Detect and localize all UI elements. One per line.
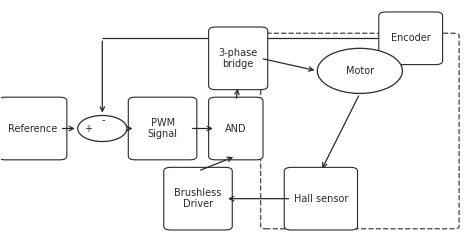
FancyBboxPatch shape <box>379 12 443 65</box>
FancyBboxPatch shape <box>164 167 232 230</box>
Text: AND: AND <box>225 123 246 134</box>
Text: +: + <box>83 123 91 134</box>
Circle shape <box>78 115 127 142</box>
Text: Brushless
Driver: Brushless Driver <box>174 188 222 209</box>
FancyBboxPatch shape <box>0 97 67 160</box>
FancyBboxPatch shape <box>284 167 357 230</box>
FancyBboxPatch shape <box>209 27 268 90</box>
Text: PWM
Signal: PWM Signal <box>147 118 178 139</box>
Text: Encoder: Encoder <box>391 33 430 43</box>
Text: Reference: Reference <box>8 123 57 134</box>
Text: Hall sensor: Hall sensor <box>294 194 348 204</box>
Text: -: - <box>102 115 105 125</box>
FancyBboxPatch shape <box>209 97 263 160</box>
FancyBboxPatch shape <box>128 97 197 160</box>
Circle shape <box>318 48 402 93</box>
Text: 3-phase
bridge: 3-phase bridge <box>219 48 258 69</box>
Text: Motor: Motor <box>346 66 374 76</box>
